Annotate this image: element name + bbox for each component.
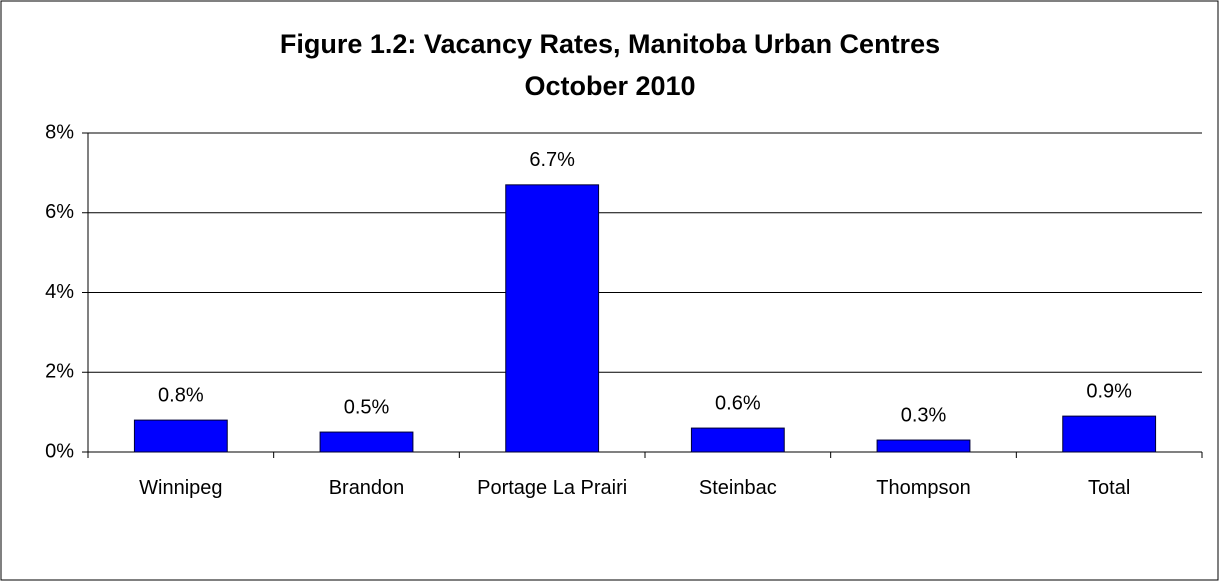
y-tick-label: 0% xyxy=(45,440,74,462)
bar xyxy=(133,419,228,453)
x-tick-label: Thompson xyxy=(876,477,971,499)
chart-title: Figure 1.2: Vacancy Rates, Manitoba Urba… xyxy=(280,29,940,59)
y-tick-label: 8% xyxy=(45,121,74,143)
bar xyxy=(505,184,600,453)
y-tick-label: 2% xyxy=(45,361,74,383)
data-label: 0.8% xyxy=(158,384,204,406)
data-label: 0.9% xyxy=(1086,380,1132,402)
data-label: 0.6% xyxy=(715,392,761,414)
y-tick-label: 4% xyxy=(45,281,74,303)
data-label: 0.3% xyxy=(901,404,947,426)
bar xyxy=(876,439,971,453)
bar xyxy=(690,427,785,453)
x-tick-label: Winnipeg xyxy=(139,477,223,499)
x-tick-label: Brandon xyxy=(328,477,405,499)
x-tick-label: Total xyxy=(1088,477,1131,499)
y-tick-label: 6% xyxy=(45,201,74,223)
bar xyxy=(1062,415,1157,453)
x-tick-label: Steinbac xyxy=(698,477,777,499)
data-label: 6.7% xyxy=(529,149,575,171)
chart-subtitle: October 2010 xyxy=(524,71,695,101)
bar xyxy=(319,431,414,453)
x-tick-label: Portage La Prairi xyxy=(477,477,628,499)
data-label: 0.5% xyxy=(344,396,390,418)
